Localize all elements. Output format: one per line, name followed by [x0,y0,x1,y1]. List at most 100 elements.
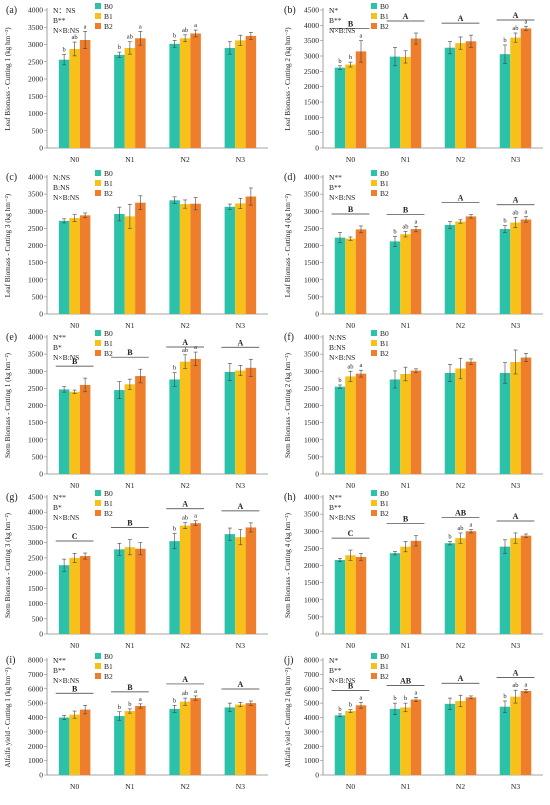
x-tick-label: N1 [401,321,410,330]
bar-b1 [235,203,246,314]
x-tick-label: N0 [70,782,79,791]
bar-b2 [190,358,201,474]
x-tick-label: N0 [70,641,79,650]
significance-letter: ab [512,682,518,689]
y-tick-label: 4000 [304,173,319,182]
stat-label: B** [329,16,342,25]
group-letter: B [403,205,409,214]
bar-b2 [465,531,477,634]
x-tick-label: N1 [401,155,410,164]
stat-label: N×B:NS [53,513,79,522]
legend-label: B1 [380,179,389,188]
significance-letter: a [360,694,363,701]
y-tick-label: 3000 [28,367,43,376]
legend-swatch-b1 [371,663,377,669]
legend-swatch-b1 [371,180,377,186]
y-tick-label: 1500 [304,418,319,427]
x-tick-label: N3 [236,321,245,330]
y-tick-label: 2500 [28,57,43,66]
x-tick-label: N1 [125,481,134,490]
legend-swatch-b0 [95,170,101,176]
bar-b2 [465,41,477,148]
y-tick-label: 500 [308,292,320,301]
bar-b2 [465,216,477,314]
y-tick-label: 3500 [28,23,43,32]
bar-b2 [135,706,146,775]
x-tick-label: N3 [511,321,520,330]
legend-swatch-b0 [371,170,377,176]
bar-b0 [334,715,346,775]
y-axis-label: Leaf Biomass - Cutting 3 (kg hm⁻²) [4,193,12,297]
legend-swatch-b2 [371,673,377,679]
legend-label: B0 [380,2,389,11]
chart-panel-d: (d) Leaf Biomass - Cutting 4 (kg hm⁻²) 0 50… [284,169,543,330]
bar-b0 [499,546,511,634]
significance-letter: b [173,32,176,39]
legend-label: B1 [104,499,113,508]
legend-label: B0 [104,2,113,11]
y-tick-label: 3500 [304,350,319,359]
legend-label: B1 [380,12,389,21]
y-tick-label: 0 [315,630,319,639]
bar-b0 [389,56,401,148]
y-tick-label: 4000 [304,21,319,30]
group-letter: A [513,196,519,205]
legend-label: B1 [104,339,113,348]
y-tick-label: 4000 [304,333,319,342]
y-tick-label: 0 [39,470,43,479]
group-letter: A [403,12,409,21]
significance-letter: b [128,701,131,708]
y-tick-label: 4000 [28,508,43,517]
significance-letter: b [448,534,451,541]
y-axis-label: Leaf Biomass - Cutting 2 (kg hm⁻²) [284,27,292,131]
significance-letter: a [194,513,197,520]
bar-b1 [400,234,411,314]
y-tick-label: 4000 [28,333,43,342]
y-axis-label: Leaf Biomass - Cutting 1 (kg hm⁻²) [4,27,12,131]
group-letter: B [72,684,78,693]
y-tick-label: 1000 [28,756,43,765]
bar-b0 [114,213,125,314]
bar-b0 [58,59,70,148]
y-tick-label: 3500 [304,190,319,199]
bar-b2 [79,384,91,474]
bar-b1 [179,361,191,474]
legend-swatch-b1 [95,180,101,186]
bar-b0 [334,67,346,148]
x-tick-label: N1 [125,641,134,650]
x-tick-label: N2 [456,782,465,791]
group-letter: A [182,338,188,347]
bar-b0 [444,47,456,148]
stat-label: N** [53,656,66,665]
significance-letter: ab [182,515,188,522]
significance-letter: b [503,37,506,44]
bar-b0 [58,565,70,634]
y-axis-label: Stem Biomass - Cutting 3 (kg hm⁻²) [4,512,12,618]
x-tick-label: N0 [346,321,355,330]
x-tick-label: N1 [401,641,410,650]
stat-label: N×B:NS [53,26,79,35]
panel-label: (c) [6,172,17,183]
legend-swatch-b2 [371,23,377,29]
y-tick-label: 4000 [28,713,43,722]
significance-letter: ab [127,34,133,41]
x-tick-label: N0 [346,782,355,791]
stat-label: N×B:NS [329,26,355,35]
y-axis-label: Stem Biomass - Cutting 4 (kg hm⁻²) [284,512,292,618]
significance-letter: b [173,526,176,533]
y-tick-label: 3000 [304,367,319,376]
x-tick-label: N3 [511,155,520,164]
x-tick-label: N1 [125,782,134,791]
y-tick-label: 1500 [304,98,319,107]
significance-letter: b [118,704,121,711]
legend-label: B0 [104,329,113,338]
bar-b2 [520,357,532,474]
bar-b0 [389,241,401,314]
legend-swatch-b2 [95,350,101,356]
y-tick-label: 3000 [28,538,43,547]
legend-swatch-b2 [371,190,377,196]
bar-b0 [169,708,180,775]
stat-label: N** [53,493,66,502]
stat-label: N×B:NS [53,676,79,685]
y-tick-label: 7000 [304,670,319,679]
